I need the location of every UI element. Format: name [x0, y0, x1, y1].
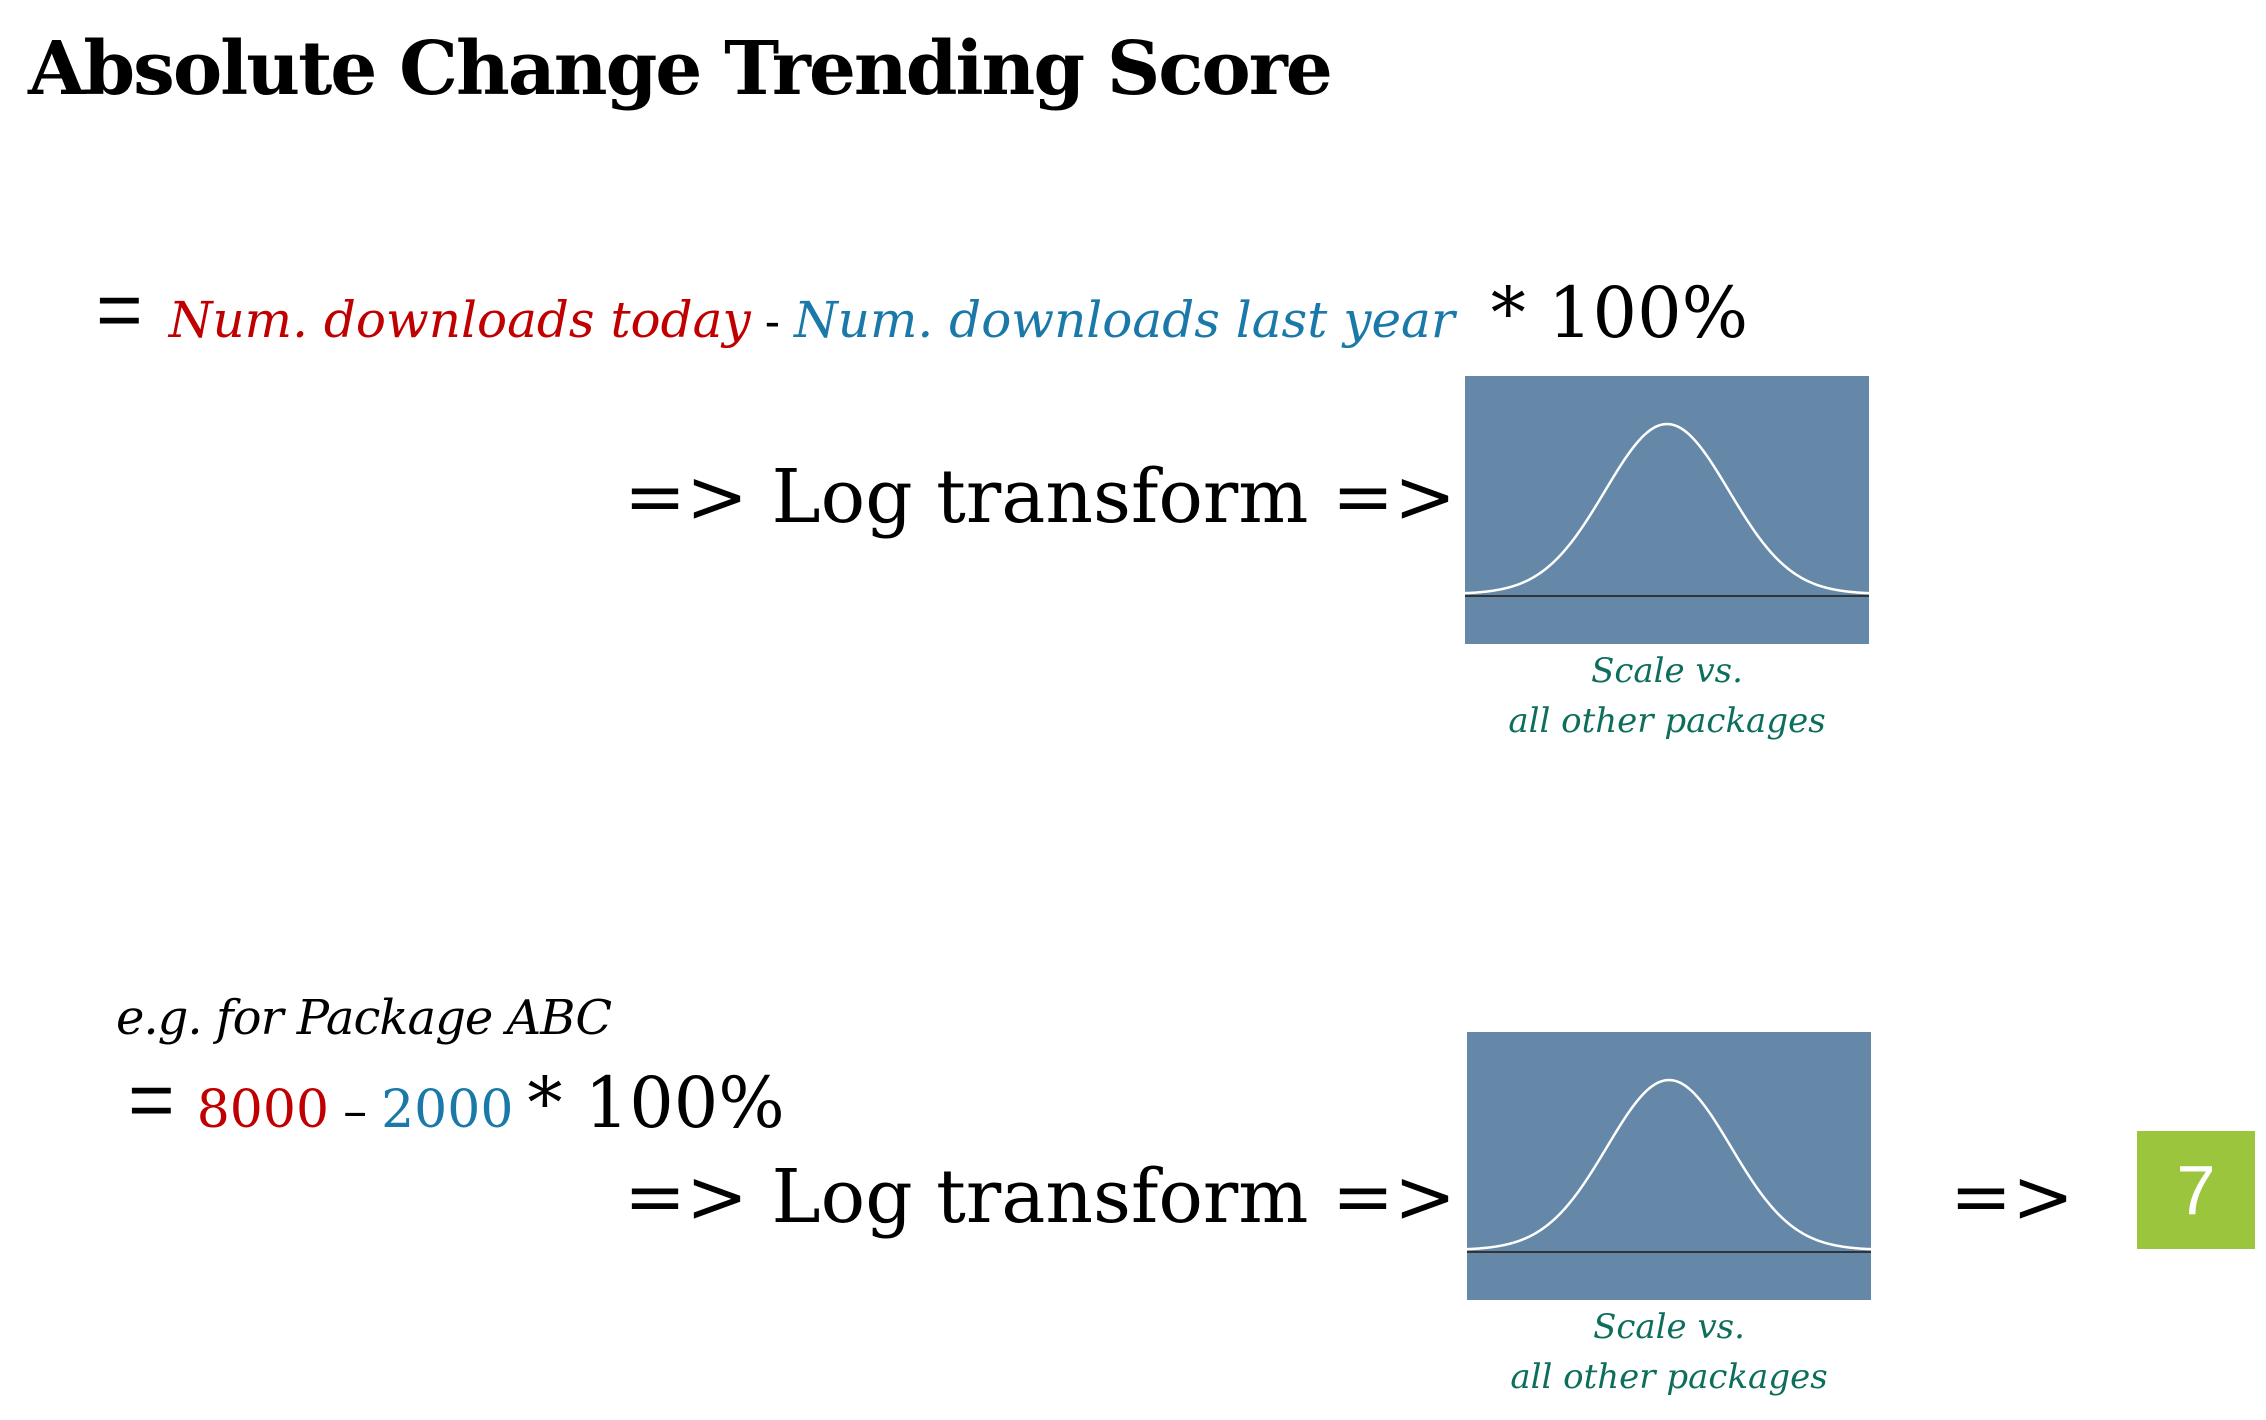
- caption-top: Scale vs. all other packages: [1465, 646, 1869, 746]
- caption-line-2: all other packages: [1508, 701, 1826, 741]
- multiplier-percent: * 100%: [1490, 272, 1749, 354]
- bell-curve-icon: [1465, 376, 1869, 644]
- distribution-panel-top: [1465, 376, 1869, 644]
- formula-example: = 8000 – 2000 * 100%: [128, 1055, 785, 1145]
- log-transform-arrow-example: => Log transform =>: [624, 1154, 1456, 1240]
- example-label: e.g. for Package ABC: [116, 990, 612, 1046]
- multiplier-percent: * 100%: [527, 1062, 785, 1144]
- value-today: 8000: [196, 1080, 330, 1140]
- result-arrow: =>: [1950, 1154, 2075, 1240]
- bell-curve-icon: [1467, 1032, 1871, 1300]
- minus-sign: -: [764, 295, 781, 347]
- caption-line-1: Scale vs.: [1591, 651, 1743, 691]
- term-downloads-today: Num. downloads today: [168, 291, 751, 349]
- caption-line-1: Scale vs.: [1593, 1307, 1745, 1347]
- slide-title: Absolute Change Trending Score: [28, 26, 1333, 112]
- caption-line-2: all other packages: [1510, 1357, 1828, 1397]
- equals-sign: =: [128, 1055, 175, 1144]
- equals-sign: =: [96, 265, 143, 354]
- term-downloads-last-year: Num. downloads last year: [794, 291, 1455, 349]
- distribution-panel-bottom: [1467, 1032, 1871, 1300]
- dash-sign: –: [343, 1083, 368, 1139]
- formula-general: = Num. downloads today - Num. downloads …: [96, 265, 1748, 355]
- log-transform-arrow: => Log transform =>: [624, 454, 1456, 540]
- value-last-year: 2000: [381, 1080, 514, 1140]
- caption-bottom: Scale vs. all other packages: [1467, 1302, 1871, 1402]
- score-badge: 7: [2137, 1131, 2255, 1249]
